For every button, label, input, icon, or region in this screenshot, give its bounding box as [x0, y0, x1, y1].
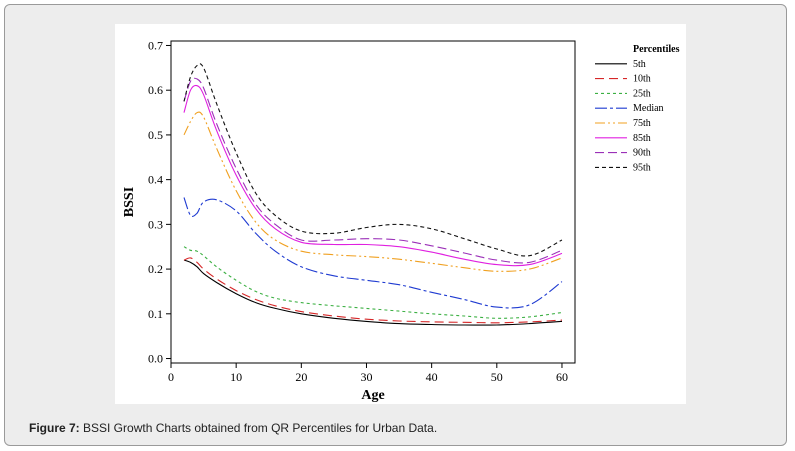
caption-text: BSSI Growth Charts obtained from QR Perc… — [79, 421, 438, 435]
x-tick-label: 40 — [426, 370, 438, 384]
legend-label-95th: 95th — [633, 162, 651, 173]
y-tick-label: 0.3 — [148, 217, 163, 231]
y-axis-label: BSSI — [122, 187, 137, 217]
series-line-85th — [183, 84, 563, 267]
x-tick-label: 30 — [360, 370, 372, 384]
legend-label-85th: 85th — [633, 133, 651, 144]
legend-label-10th: 10th — [633, 74, 651, 85]
series-line-median — [183, 197, 563, 309]
y-tick-label: 0.7 — [148, 38, 163, 52]
legend-title: Percentiles — [633, 44, 680, 55]
series-line-5th — [183, 259, 563, 326]
series-line-25th — [183, 246, 563, 319]
series-line-95th — [183, 63, 563, 257]
y-tick-label: 0.2 — [148, 262, 163, 276]
legend-label-median: Median — [633, 103, 664, 114]
x-tick-label: 10 — [230, 370, 242, 384]
y-tick-label: 0.5 — [148, 128, 163, 142]
x-axis-label: Age — [361, 388, 384, 403]
series-line-75th — [183, 111, 563, 272]
legend-label-5th: 5th — [633, 59, 646, 70]
caption-prefix: Figure 7: — [29, 421, 80, 435]
y-tick-label: 0.4 — [148, 173, 163, 187]
series-line-90th — [183, 77, 563, 264]
y-tick-label: 0.6 — [148, 83, 163, 97]
y-tick-label: 0.0 — [148, 352, 163, 366]
plot-panel: 0.0 0.1 0.2 0.3 0.4 0.5 0.6 0.7 0 10 20 30 40 50 60 Age… — [115, 24, 686, 404]
y-tick-label: 0.1 — [148, 307, 163, 321]
bssi-growth-chart: 0.0 0.1 0.2 0.3 0.4 0.5 0.6 0.7 0 10 20 30 40 50 60 Age… — [122, 38, 680, 403]
legend-label-90th: 90th — [633, 148, 651, 159]
legend-label-75th: 75th — [633, 118, 651, 129]
x-tick-label: 0 — [168, 370, 174, 384]
x-tick-label: 60 — [556, 370, 568, 384]
legend-label-25th: 25th — [633, 88, 651, 99]
x-tick-label: 20 — [295, 370, 307, 384]
plot-area-frame — [170, 40, 576, 364]
x-tick-label: 50 — [491, 370, 503, 384]
figure-frame: 0.0 0.1 0.2 0.3 0.4 0.5 0.6 0.7 0 10 20 30 40 50 60 Age… — [4, 4, 787, 446]
series-line-10th — [183, 257, 563, 324]
figure-caption: Figure 7: BSSI Growth Charts obtained fr… — [29, 421, 437, 435]
